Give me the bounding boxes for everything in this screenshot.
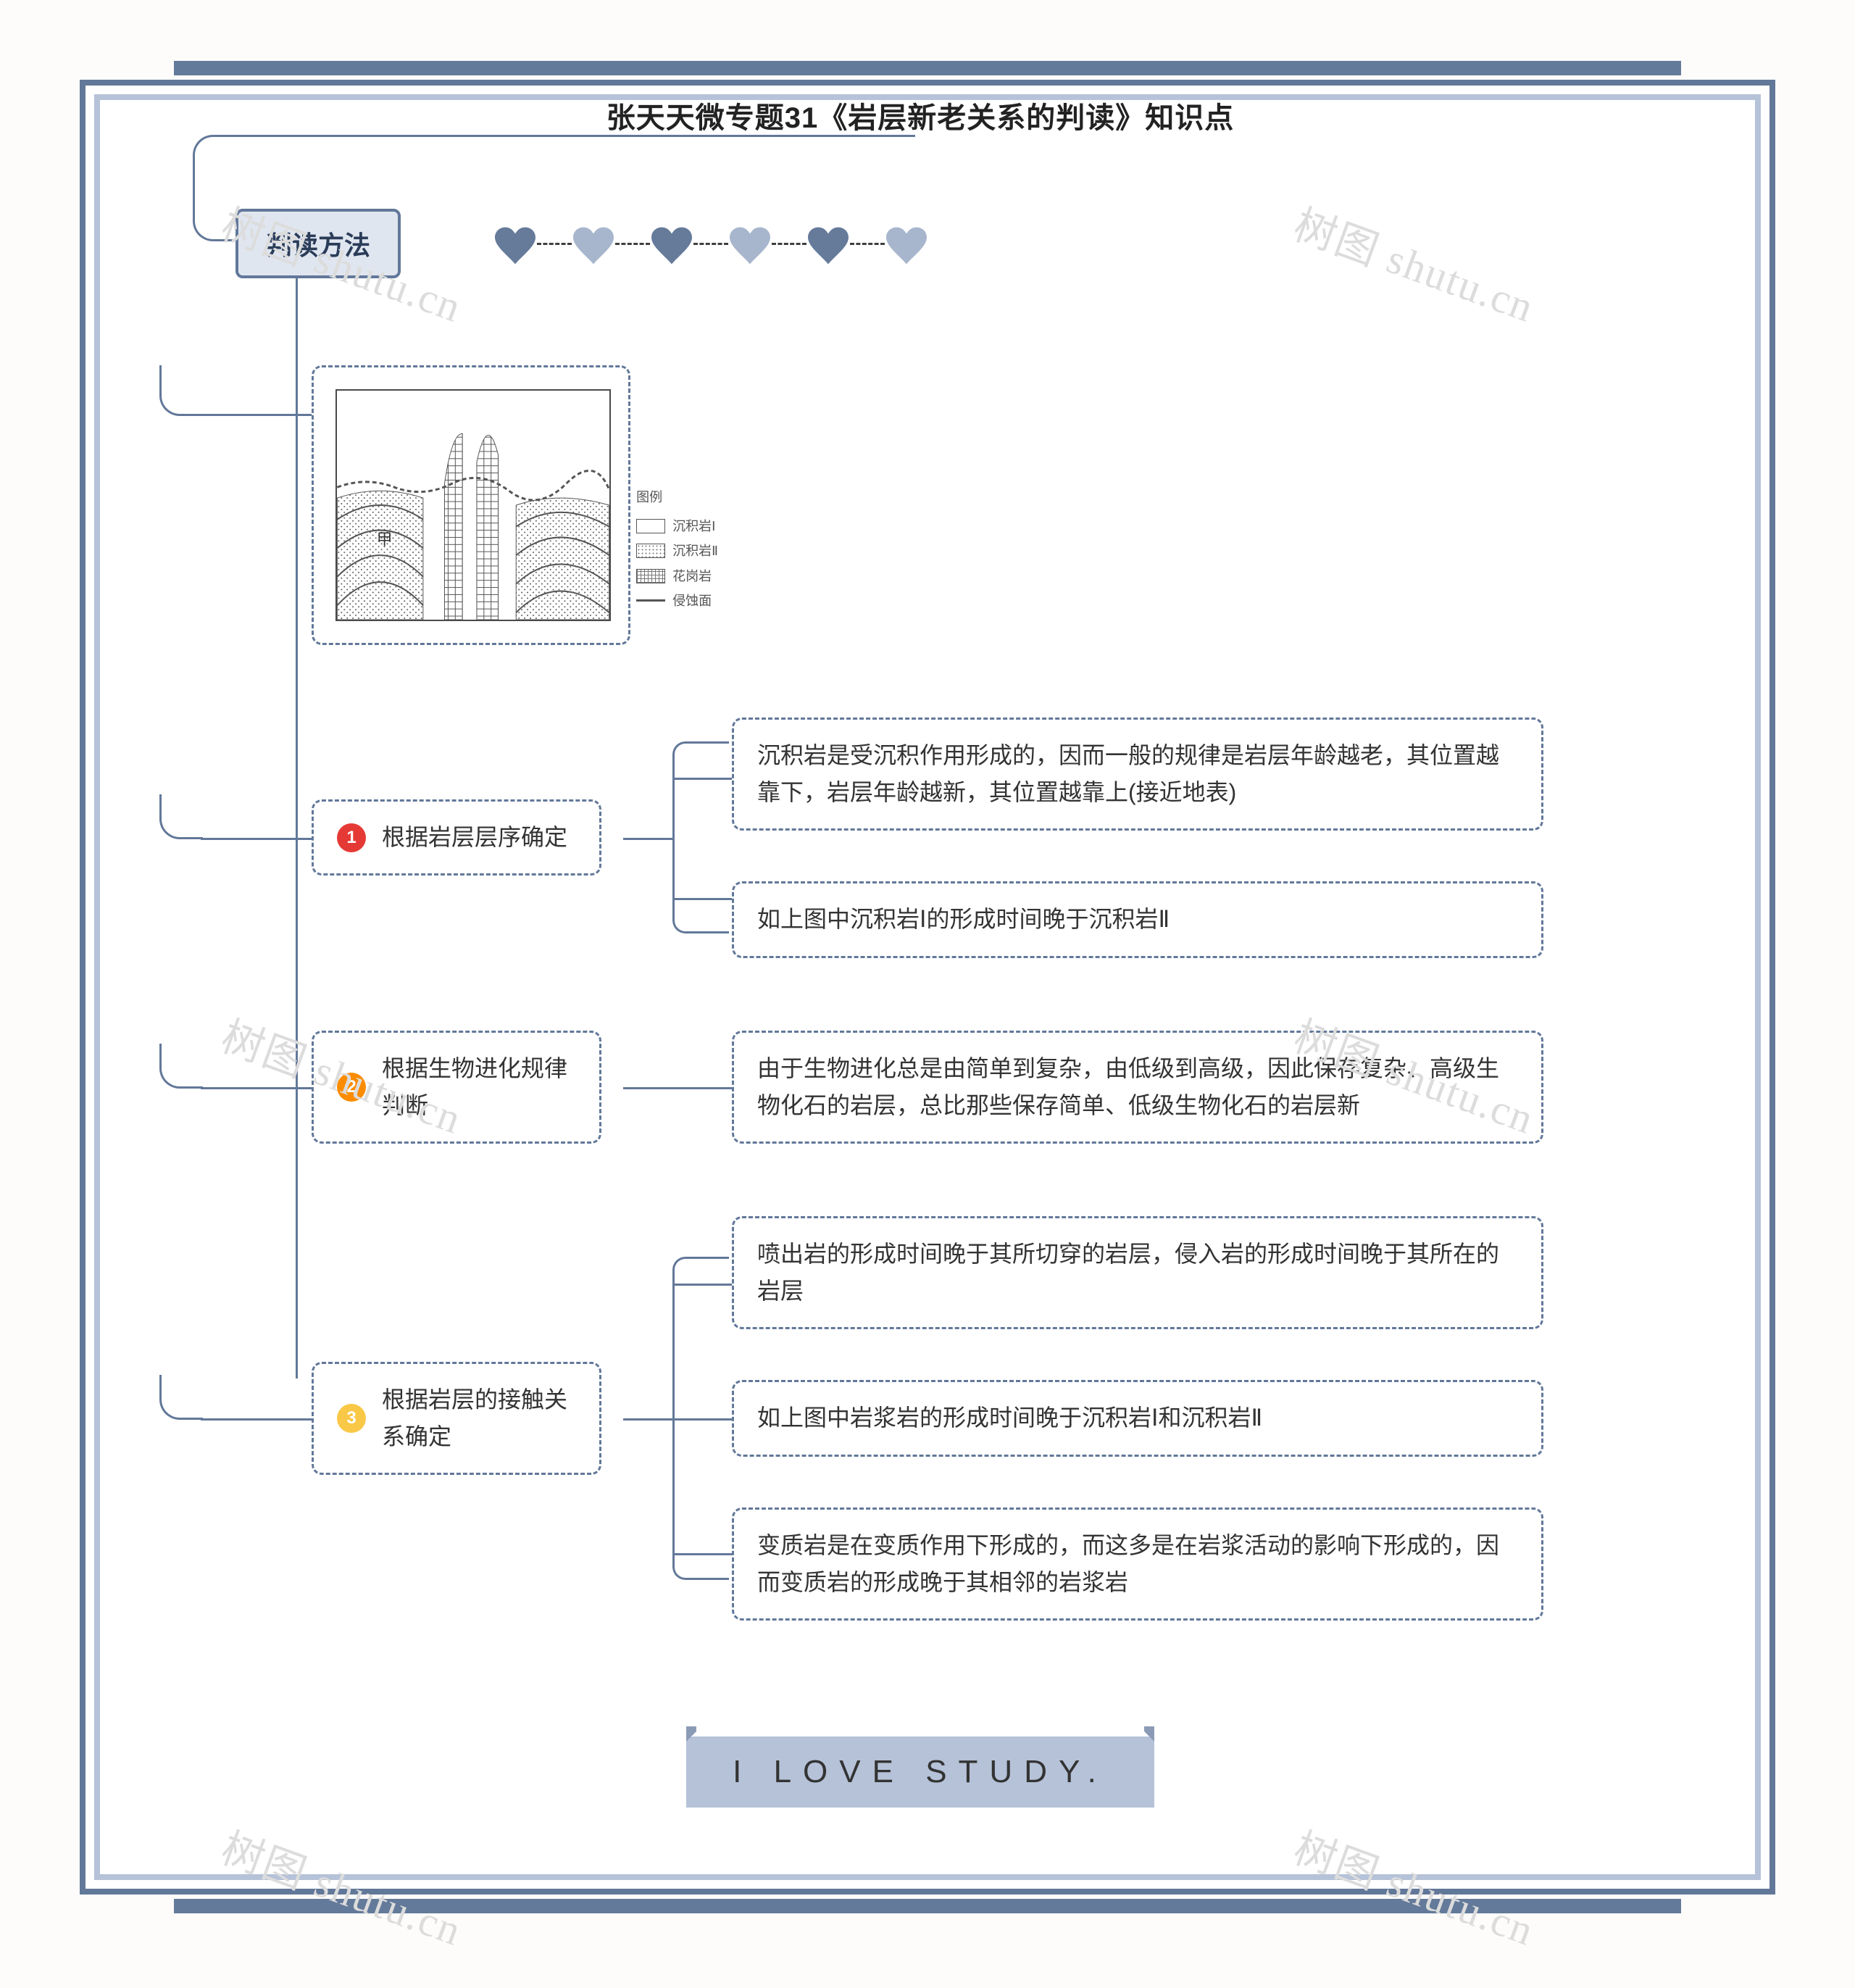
dash-icon	[772, 243, 806, 245]
heart-icon	[808, 225, 849, 262]
connector	[201, 1418, 312, 1421]
dash-icon	[693, 243, 728, 245]
category-node: 1 根据岩层层序确定	[312, 799, 601, 876]
heart-icon	[730, 225, 770, 262]
connector	[675, 898, 733, 900]
connector	[623, 1418, 673, 1421]
leaf-node: 喷出岩的形成时间晚于其所切穿的岩层，侵入岩的形成时间晚于其所在的岩层	[732, 1216, 1543, 1329]
connector	[234, 135, 915, 137]
connector	[623, 838, 673, 840]
branch-diagram: 甲 图例沉积岩Ⅰ沉积岩Ⅱ花岗岩侵蚀面	[159, 365, 1703, 645]
heart-icon	[886, 225, 927, 262]
page: 张天天微专题31《岩层新老关系的判读》知识点 判读方法	[0, 0, 1855, 1974]
connector	[675, 1418, 733, 1421]
page-title: 张天天微专题31《岩层新老关系的判读》知识点	[138, 94, 1703, 136]
connector	[675, 1553, 733, 1555]
leaf-node: 变质岩是在变质作用下形成的，而这多是在岩浆活动的影响下形成的，因而变质岩的形成晚…	[732, 1507, 1543, 1621]
geo-diagram: 甲 图例沉积岩Ⅰ沉积岩Ⅱ花岗岩侵蚀面	[312, 365, 630, 645]
connector	[623, 1087, 673, 1089]
heart-icon	[651, 225, 692, 262]
connector	[675, 1284, 733, 1286]
dash-icon	[537, 243, 572, 245]
footer-wrap: I LOVE STUDY.	[138, 1693, 1703, 1815]
number-badge: 2	[337, 1073, 366, 1102]
number-badge: 3	[337, 1404, 366, 1433]
geo-legend: 图例沉积岩Ⅰ沉积岩Ⅱ花岗岩侵蚀面	[636, 485, 718, 613]
sub-connector	[623, 718, 732, 958]
svg-text:甲: 甲	[377, 530, 393, 548]
leaf-node: 如上图中沉积岩Ⅰ的形成时间晚于沉积岩Ⅱ	[732, 881, 1543, 957]
connector	[675, 778, 733, 780]
category-label: 根据岩层层序确定	[382, 819, 567, 856]
content: 张天天微专题31《岩层新老关系的判读》知识点 判读方法	[94, 87, 1761, 1880]
category-label: 根据生物进化规律判断	[382, 1050, 576, 1124]
geo-svg: 甲 图例沉积岩Ⅰ沉积岩Ⅱ花岗岩侵蚀面	[335, 389, 611, 621]
branch-category: 3 根据岩层的接触关系确定 喷出岩的形成时间晚于其所切穿的岩层，侵入岩的形成时间…	[159, 1216, 1703, 1621]
number-badge: 1	[337, 823, 366, 852]
leaf-node: 如上图中岩浆岩的形成时间晚于沉积岩Ⅰ和沉积岩Ⅱ	[732, 1380, 1543, 1456]
branch-category: 2 根据生物进化规律判断 由于生物进化总是由简单到复杂，由低级到高级，因此保存复…	[159, 1031, 1703, 1144]
connector	[193, 176, 195, 216]
heart-icon	[495, 225, 535, 262]
connector	[159, 794, 203, 839]
branches: 甲 图例沉积岩Ⅰ沉积岩Ⅱ花岗岩侵蚀面 1 根据岩层层序确定	[159, 365, 1703, 1621]
connector	[159, 365, 203, 416]
connector	[201, 1087, 312, 1089]
tree: 判读方法	[159, 209, 1703, 1621]
category-label: 根据岩层的接触关系确定	[382, 1381, 576, 1455]
sub-connector	[623, 1031, 732, 1144]
hearts-decoration	[495, 225, 927, 262]
frame-accent-bottom	[174, 1899, 1681, 1913]
dash-icon	[850, 243, 885, 245]
leaf-node: 由于生物进化总是由简单到复杂，由低级到高级，因此保存复杂、高级生物化石的岩层，总…	[732, 1031, 1543, 1144]
branch-category: 1 根据岩层层序确定 沉积岩是受沉积作用形成的，因而一般的规律是岩层年龄越老，其…	[159, 718, 1703, 958]
connector	[159, 1375, 203, 1420]
connector	[159, 1044, 203, 1089]
connector	[672, 1087, 733, 1089]
heart-icon	[573, 225, 614, 262]
bracket	[672, 741, 730, 933]
frame-accent-top	[174, 61, 1681, 75]
root-row: 判读方法	[235, 209, 1703, 278]
category-node: 3 根据岩层的接触关系确定	[312, 1362, 601, 1475]
footer-banner: I LOVE STUDY.	[686, 1737, 1154, 1808]
dash-icon	[615, 243, 650, 245]
sub-connector	[623, 1216, 732, 1621]
category-node: 2 根据生物进化规律判断	[312, 1031, 601, 1144]
connector	[193, 212, 236, 241]
root-node: 判读方法	[235, 209, 401, 278]
connector	[201, 838, 312, 840]
leaf-node: 沉积岩是受沉积作用形成的，因而一般的规律是岩层年龄越老，其位置越靠下，岩层年龄越…	[732, 718, 1543, 831]
connector	[193, 135, 236, 186]
connector	[201, 414, 312, 416]
